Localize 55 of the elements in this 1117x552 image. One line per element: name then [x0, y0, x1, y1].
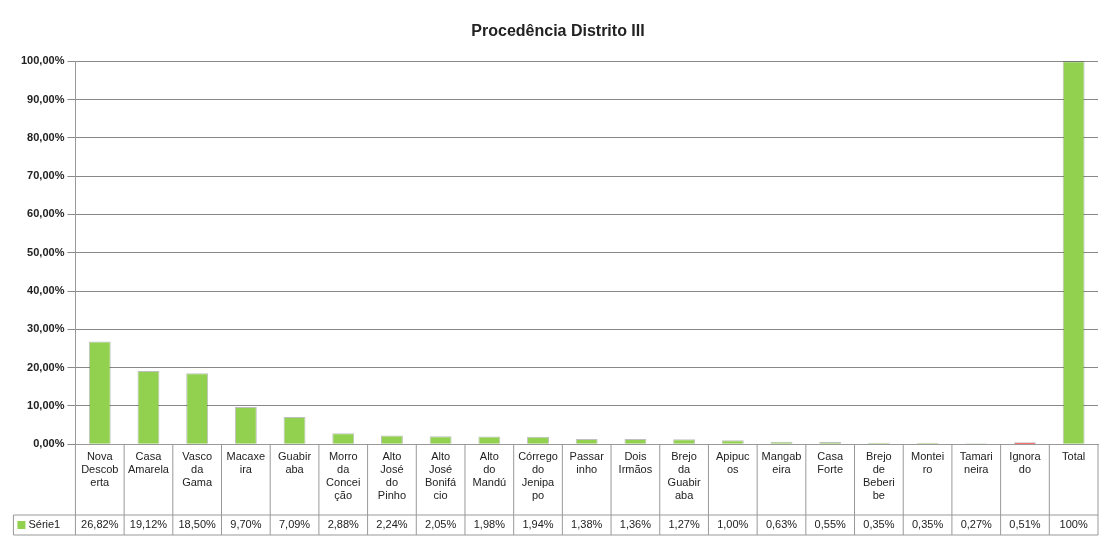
y-tick-label: 10,00% — [27, 398, 65, 411]
y-tick-label: 0,00% — [33, 437, 65, 450]
y-tick-label: 60,00% — [27, 207, 65, 220]
x-tick-label: Brejo de Beberibe — [862, 449, 895, 502]
data-label: 26,82% — [81, 518, 119, 531]
x-tick-label: Ignorado — [1009, 449, 1042, 476]
data-label: 0,51% — [1009, 518, 1041, 531]
x-tick-label: Brejo da Guabiraba — [667, 449, 701, 502]
x-tick-label: Alto José do Pinho — [377, 449, 407, 502]
x-tick-label: Total — [1062, 449, 1086, 462]
chart-title: Procedência Distrito III — [471, 22, 645, 40]
y-tick-label: 70,00% — [27, 169, 65, 182]
x-tick-label: Nova Descoberta — [81, 449, 119, 489]
data-label: 9,70% — [230, 518, 262, 531]
data-label: 2,05% — [425, 518, 457, 531]
legend-label: Série1 — [28, 518, 61, 531]
data-label: 19,12% — [129, 518, 168, 531]
x-tick-label: Passarinho — [569, 449, 605, 476]
x-tick-label: Dois Irmãos — [618, 449, 653, 476]
x-tick-label: Vasco da Gama — [182, 449, 214, 489]
x-tick-label: Córrego do Jenipapo — [518, 449, 558, 502]
data-label: 0,35% — [911, 518, 944, 531]
data-label: 1,27% — [668, 518, 700, 531]
data-label: 0,27% — [960, 518, 993, 531]
x-tick-label: Apipucos — [715, 449, 751, 476]
data-label: 2,24% — [376, 518, 408, 531]
x-tick-label: Tamarineira — [959, 449, 993, 476]
x-tick-label: Casa Forte — [817, 449, 844, 476]
x-tick-label: Casa Amarela — [127, 449, 170, 476]
x-tick-label: Monteiro — [911, 449, 945, 476]
y-tick-label: 30,00% — [27, 322, 65, 335]
data-label: 18,50% — [178, 518, 217, 531]
x-tick-label: Alto José Bonifácio — [425, 449, 458, 502]
x-tick-label: Macaxeira — [226, 449, 266, 476]
x-tick-label: Guabiraba — [278, 449, 312, 476]
y-tick-label: 80,00% — [27, 130, 65, 143]
x-tick-label: Mangabeira — [761, 449, 802, 476]
data-label: 0,35% — [863, 518, 895, 531]
x-tick-label: Morro da Conceição — [326, 449, 361, 502]
y-tick-label: 90,00% — [27, 92, 65, 105]
data-label: 7,09% — [278, 518, 311, 531]
data-label: 100% — [1059, 518, 1088, 531]
data-label: 0,55% — [814, 518, 846, 531]
data-label: 0,63% — [765, 518, 798, 531]
y-tick-label: 40,00% — [27, 284, 65, 297]
data-label: 1,36% — [619, 518, 652, 531]
y-tick-label: 50,00% — [27, 245, 65, 258]
data-label: 1,00% — [717, 518, 749, 531]
y-tick-label: 20,00% — [27, 360, 65, 373]
data-label: 2,88% — [327, 518, 360, 531]
x-tick-label: Alto do Mandú — [472, 449, 507, 489]
data-label: 1,38% — [571, 518, 603, 531]
data-label: 1,94% — [522, 518, 554, 531]
data-label: 1,98% — [473, 518, 506, 531]
y-tick-label: 100,00% — [20, 54, 65, 67]
